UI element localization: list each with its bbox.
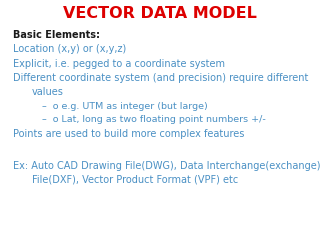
Text: Basic Elements:: Basic Elements: (13, 30, 100, 40)
Text: Different coordinate system (and precision) require different: Different coordinate system (and precisi… (13, 73, 308, 83)
Text: Explicit, i.e. pegged to a coordinate system: Explicit, i.e. pegged to a coordinate sy… (13, 59, 225, 69)
Text: Ex: Auto CAD Drawing File(DWG), Data Interchange(exchange): Ex: Auto CAD Drawing File(DWG), Data Int… (13, 161, 320, 171)
Text: File(DXF), Vector Product Format (VPF) etc: File(DXF), Vector Product Format (VPF) e… (32, 175, 238, 185)
Text: values: values (32, 87, 64, 97)
Text: Location (x,y) or (x,y,z): Location (x,y) or (x,y,z) (13, 44, 126, 54)
Text: –  o Lat, long as two floating point numbers +/-: – o Lat, long as two floating point numb… (42, 115, 265, 125)
Text: Points are used to build more complex features: Points are used to build more complex fe… (13, 129, 244, 139)
Text: VECTOR DATA MODEL: VECTOR DATA MODEL (63, 6, 257, 21)
Text: –  o e.g. UTM as integer (but large): – o e.g. UTM as integer (but large) (42, 102, 207, 111)
